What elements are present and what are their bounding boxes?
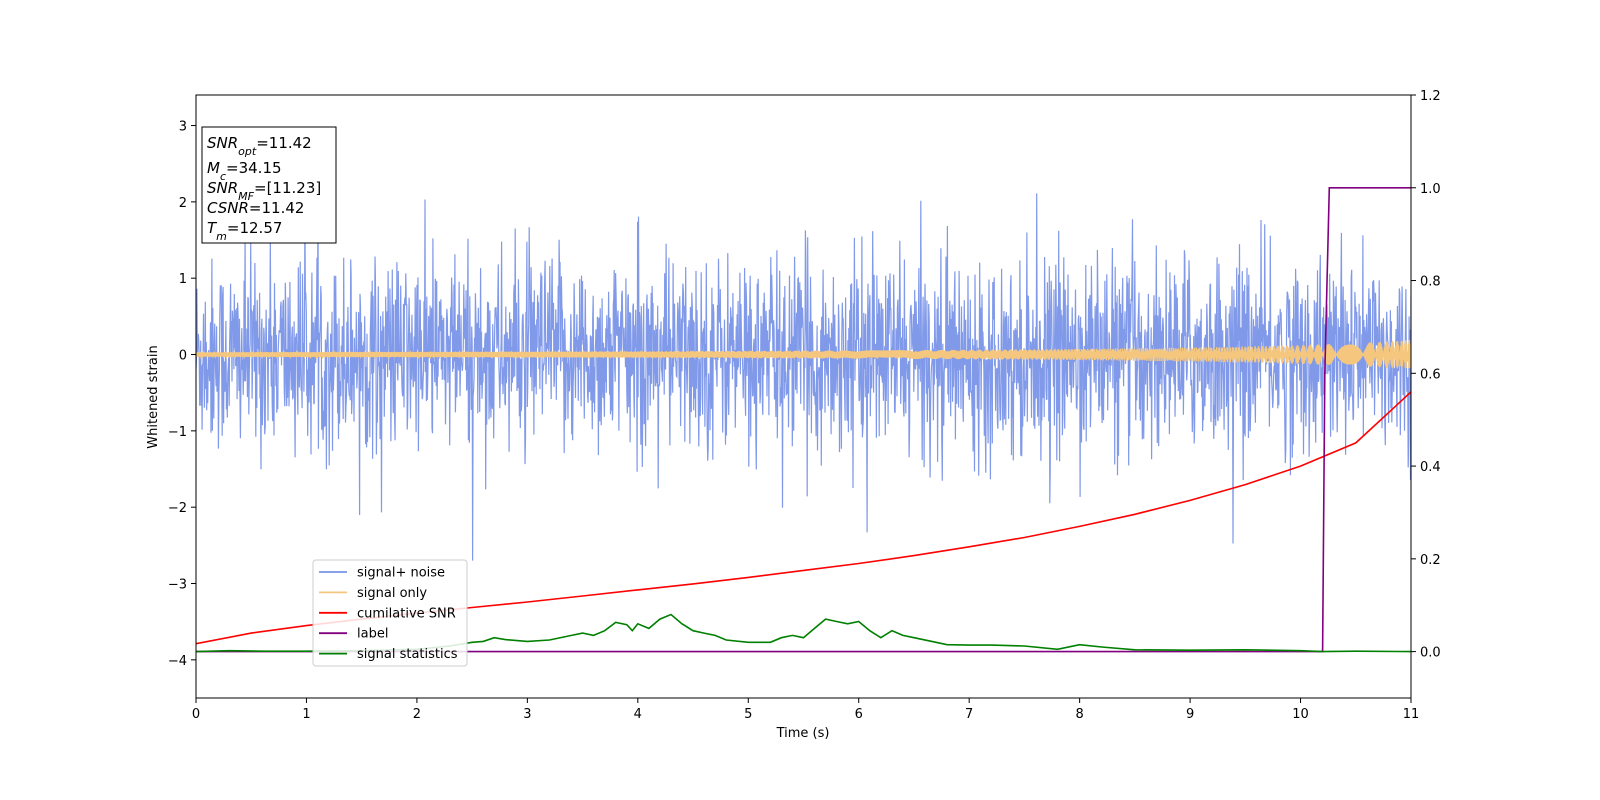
- legend-label-signal-only: signal only: [357, 586, 427, 601]
- y-tick-label: 3: [179, 120, 187, 135]
- y-axis-label: Whitened strain: [146, 345, 161, 448]
- legend: signal+ noise signal only cumilative SNR la…: [312, 559, 468, 667]
- y2-tick-label: 0.0: [1420, 646, 1441, 661]
- info-line: Tm=12.57: [207, 219, 282, 243]
- x-tick-label: 10: [1292, 707, 1309, 722]
- x-tick-label: 2: [413, 707, 421, 722]
- y-tick-label: 1: [179, 272, 187, 287]
- signal-only-line: [196, 339, 1411, 369]
- y-tick-label: −2: [168, 501, 187, 516]
- x-tick-label: 5: [744, 707, 752, 722]
- y2-tick-label: 1.0: [1420, 182, 1441, 197]
- legend-label-signal-noise: signal+ noise: [357, 566, 445, 581]
- y-tick-label: −1: [168, 425, 187, 440]
- y2-tick-label: 0.8: [1420, 275, 1441, 290]
- x-tick-label: 9: [1186, 707, 1194, 722]
- plot-frame: [195, 94, 1412, 699]
- y-tick-label: 0: [179, 349, 187, 364]
- x-tick-label: 7: [965, 707, 973, 722]
- info-line: SNRMF=[11.23]: [207, 179, 321, 203]
- legend-label-signal-statistics: signal statistics: [357, 647, 458, 662]
- info-line: Mc=34.15: [207, 159, 282, 183]
- legend-label-cumilative-snr: cumilative SNR: [357, 606, 456, 621]
- y-tick-label: −4: [168, 654, 187, 669]
- label-line: [196, 187, 1411, 653]
- legend-label-label: label: [357, 627, 388, 642]
- signal-noise-series: [196, 174, 1411, 561]
- signal-only-series: [196, 339, 1411, 369]
- x-tick-label: 1: [302, 707, 310, 722]
- x-tick-label: 3: [523, 707, 531, 722]
- signal-statistics-line: [196, 613, 1411, 653]
- x-tick-label: 0: [192, 707, 200, 722]
- y-tick-label: 2: [179, 196, 187, 211]
- x-tick-label: 8: [1075, 707, 1083, 722]
- x-tick-label: 4: [634, 707, 642, 722]
- y-tick-label: −3: [168, 578, 187, 593]
- y2-tick-label: 1.2: [1420, 89, 1441, 104]
- signal-noise-line: [196, 174, 1411, 561]
- info-line: SNRopt=11.42: [207, 134, 312, 158]
- x-axis-label: Time (s): [776, 726, 830, 741]
- info-line: CSNR=11.42: [207, 199, 304, 217]
- x-tick-label: 11: [1403, 707, 1420, 722]
- y2-tick-label: 0.2: [1420, 553, 1441, 568]
- x-tick-label: 6: [855, 707, 863, 722]
- y2-tick-label: 0.4: [1420, 460, 1441, 475]
- y2-tick-label: 0.6: [1420, 367, 1441, 382]
- parameter-info-box: SNRopt=11.42Mc=34.15SNRMF=[11.23]CSNR=11…: [201, 126, 337, 244]
